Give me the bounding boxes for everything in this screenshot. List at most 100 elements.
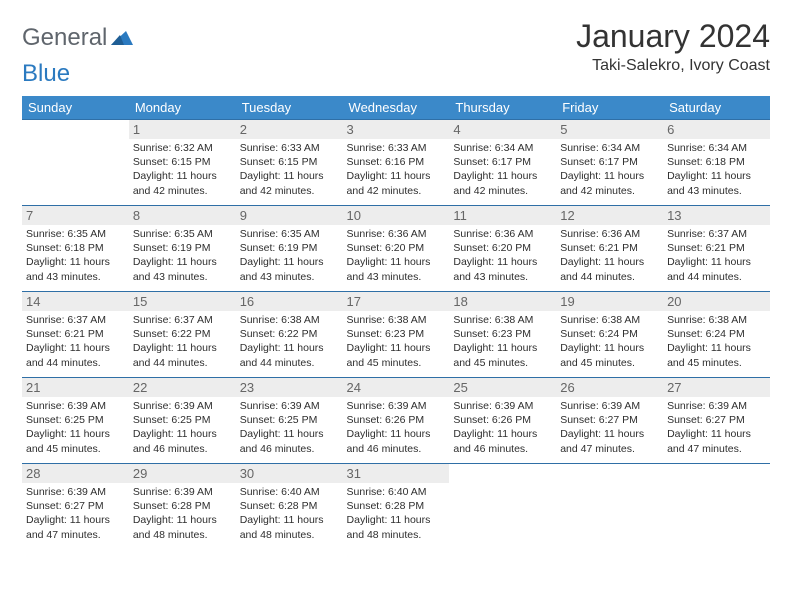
day-details: Sunrise: 6:33 AMSunset: 6:16 PMDaylight:… [347, 141, 446, 198]
day-number: 8 [129, 206, 236, 225]
day-number: 2 [236, 120, 343, 139]
daylight-text: Daylight: 11 hours and 46 minutes. [240, 427, 339, 455]
sunrise-text: Sunrise: 6:36 AM [347, 227, 446, 241]
calendar-day-cell: 5Sunrise: 6:34 AMSunset: 6:17 PMDaylight… [556, 120, 663, 206]
calendar-day-cell: 1 Sunrise: 6:32 AMSunset: 6:15 PMDaylight… [129, 120, 236, 206]
sunset-text: Sunset: 6:24 PM [667, 327, 766, 341]
sunrise-text: Sunrise: 6:39 AM [560, 399, 659, 413]
daylight-text: Daylight: 11 hours and 45 minutes. [667, 341, 766, 369]
weekday-header: Saturday [663, 96, 770, 120]
day-number: 12 [556, 206, 663, 225]
day-number: 9 [236, 206, 343, 225]
daylight-text: Daylight: 11 hours and 44 minutes. [240, 341, 339, 369]
sunrise-text: Sunrise: 6:38 AM [667, 313, 766, 327]
daylight-text: Daylight: 11 hours and 48 minutes. [240, 513, 339, 541]
sunrise-text: Sunrise: 6:39 AM [667, 399, 766, 413]
sunset-text: Sunset: 6:24 PM [560, 327, 659, 341]
calendar-day-cell: 4Sunrise: 6:34 AMSunset: 6:17 PMDaylight… [449, 120, 556, 206]
sunrise-text: Sunrise: 6:40 AM [347, 485, 446, 499]
calendar-day-cell: 25Sunrise: 6:39 AMSunset: 6:26 PMDayligh… [449, 378, 556, 464]
sunrise-text: Sunrise: 6:36 AM [453, 227, 552, 241]
day-number: 28 [22, 464, 129, 483]
month-title: January 2024 [576, 18, 770, 55]
daylight-text: Daylight: 11 hours and 47 minutes. [26, 513, 125, 541]
sunset-text: Sunset: 6:27 PM [26, 499, 125, 513]
day-details: Sunrise: 6:37 AMSunset: 6:21 PMDaylight:… [26, 313, 125, 370]
day-details: Sunrise: 6:39 AMSunset: 6:25 PMDaylight:… [133, 399, 232, 456]
daylight-text: Daylight: 11 hours and 46 minutes. [133, 427, 232, 455]
sunset-text: Sunset: 6:21 PM [667, 241, 766, 255]
calendar-day-cell: 21Sunrise: 6:39 AMSunset: 6:25 PMDayligh… [22, 378, 129, 464]
day-number: 24 [343, 378, 450, 397]
daylight-text: Daylight: 11 hours and 45 minutes. [347, 341, 446, 369]
calendar-table: Sunday Monday Tuesday Wednesday Thursday… [22, 96, 770, 550]
daylight-text: Daylight: 11 hours and 42 minutes. [347, 169, 446, 197]
sunrise-text: Sunrise: 6:37 AM [26, 313, 125, 327]
sunrise-text: Sunrise: 6:38 AM [453, 313, 552, 327]
day-number: 16 [236, 292, 343, 311]
sunset-text: Sunset: 6:19 PM [133, 241, 232, 255]
sunset-text: Sunset: 6:26 PM [453, 413, 552, 427]
sunrise-text: Sunrise: 6:37 AM [133, 313, 232, 327]
daylight-text: Daylight: 11 hours and 46 minutes. [453, 427, 552, 455]
sunset-text: Sunset: 6:19 PM [240, 241, 339, 255]
page-header: GeneralBlue January 2024 Taki-Salekro, I… [22, 18, 770, 88]
sunset-text: Sunset: 6:21 PM [26, 327, 125, 341]
location-text: Taki-Salekro, Ivory Coast [576, 57, 770, 75]
calendar-week-row: 1 Sunrise: 6:32 AMSunset: 6:15 PMDaylight… [22, 120, 770, 206]
sunset-text: Sunset: 6:22 PM [240, 327, 339, 341]
calendar-day-cell: 12 Sunrise: 6:36 AMSunset: 6:21 PMDayligh… [556, 206, 663, 292]
sunset-text: Sunset: 6:25 PM [240, 413, 339, 427]
day-details: Sunrise: 6:40 AMSunset: 6:28 PMDaylight:… [240, 485, 339, 542]
day-number: 30 [236, 464, 343, 483]
day-details: Sunrise: 6:33 AMSunset: 6:15 PMDaylight:… [240, 141, 339, 198]
daylight-text: Daylight: 11 hours and 42 minutes. [240, 169, 339, 197]
sunrise-text: Sunrise: 6:38 AM [240, 313, 339, 327]
daylight-text: Daylight: 11 hours and 47 minutes. [667, 427, 766, 455]
day-details: Sunrise: 6:32 AMSunset: 6:15 PMDaylight:… [133, 141, 232, 198]
day-number: 26 [556, 378, 663, 397]
calendar-day-cell: 30 Sunrise: 6:40 AMSunset: 6:28 PMDayligh… [236, 464, 343, 550]
daylight-text: Daylight: 11 hours and 44 minutes. [133, 341, 232, 369]
daylight-text: Daylight: 11 hours and 43 minutes. [453, 255, 552, 283]
daylight-text: Daylight: 11 hours and 43 minutes. [347, 255, 446, 283]
daylight-text: Daylight: 11 hours and 45 minutes. [453, 341, 552, 369]
calendar-day-cell: 3Sunrise: 6:33 AMSunset: 6:16 PMDaylight… [343, 120, 450, 206]
logo-triangle-icon [111, 24, 133, 52]
calendar-day-cell: 9Sunrise: 6:35 AMSunset: 6:19 PMDaylight… [236, 206, 343, 292]
sunrise-text: Sunrise: 6:35 AM [26, 227, 125, 241]
sunrise-text: Sunrise: 6:40 AM [240, 485, 339, 499]
daylight-text: Daylight: 11 hours and 45 minutes. [26, 427, 125, 455]
day-number: 1 [129, 120, 236, 139]
sunset-text: Sunset: 6:17 PM [453, 155, 552, 169]
sunset-text: Sunset: 6:21 PM [560, 241, 659, 255]
calendar-day-cell: 15Sunrise: 6:37 AMSunset: 6:22 PMDayligh… [129, 292, 236, 378]
sunrise-text: Sunrise: 6:39 AM [26, 399, 125, 413]
sunrise-text: Sunrise: 6:33 AM [347, 141, 446, 155]
day-number: 15 [129, 292, 236, 311]
sunset-text: Sunset: 6:16 PM [347, 155, 446, 169]
day-number: 17 [343, 292, 450, 311]
day-details: Sunrise: 6:36 AMSunset: 6:21 PMDaylight:… [560, 227, 659, 284]
sunrise-text: Sunrise: 6:39 AM [347, 399, 446, 413]
calendar-day-cell: 22 Sunrise: 6:39 AMSunset: 6:25 PMDayligh… [129, 378, 236, 464]
daylight-text: Daylight: 11 hours and 44 minutes. [560, 255, 659, 283]
daylight-text: Daylight: 11 hours and 45 minutes. [560, 341, 659, 369]
day-number: 31 [343, 464, 450, 483]
daylight-text: Daylight: 11 hours and 42 minutes. [133, 169, 232, 197]
day-details: Sunrise: 6:39 AMSunset: 6:27 PMDaylight:… [560, 399, 659, 456]
daylight-text: Daylight: 11 hours and 43 minutes. [240, 255, 339, 283]
calendar-day-cell: 29Sunrise: 6:39 AMSunset: 6:28 PMDayligh… [129, 464, 236, 550]
day-number: 27 [663, 378, 770, 397]
sunset-text: Sunset: 6:27 PM [667, 413, 766, 427]
logo-text-blue: Blue [22, 60, 70, 87]
daylight-text: Daylight: 11 hours and 43 minutes. [26, 255, 125, 283]
sunrise-text: Sunrise: 6:38 AM [560, 313, 659, 327]
calendar-week-row: 7Sunrise: 6:35 AMSunset: 6:18 PMDaylight… [22, 206, 770, 292]
calendar-day-cell: 31Sunrise: 6:40 AMSunset: 6:28 PMDayligh… [343, 464, 450, 550]
day-details: Sunrise: 6:35 AMSunset: 6:19 PMDaylight:… [133, 227, 232, 284]
calendar-day-cell: 28Sunrise: 6:39 AMSunset: 6:27 PMDayligh… [22, 464, 129, 550]
calendar-day-cell: 6Sunrise: 6:34 AMSunset: 6:18 PMDaylight… [663, 120, 770, 206]
day-number: 22 [129, 378, 236, 397]
day-details: Sunrise: 6:39 AMSunset: 6:26 PMDaylight:… [453, 399, 552, 456]
